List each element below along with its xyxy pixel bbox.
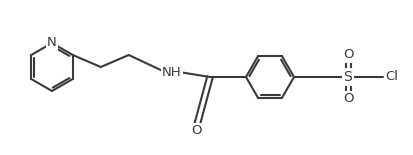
Text: S: S: [344, 70, 352, 84]
Text: O: O: [343, 49, 353, 62]
Text: NH: NH: [162, 66, 182, 78]
Text: Cl: Cl: [385, 71, 398, 84]
Text: O: O: [343, 93, 353, 106]
Text: N: N: [47, 36, 57, 49]
Text: O: O: [192, 124, 202, 137]
